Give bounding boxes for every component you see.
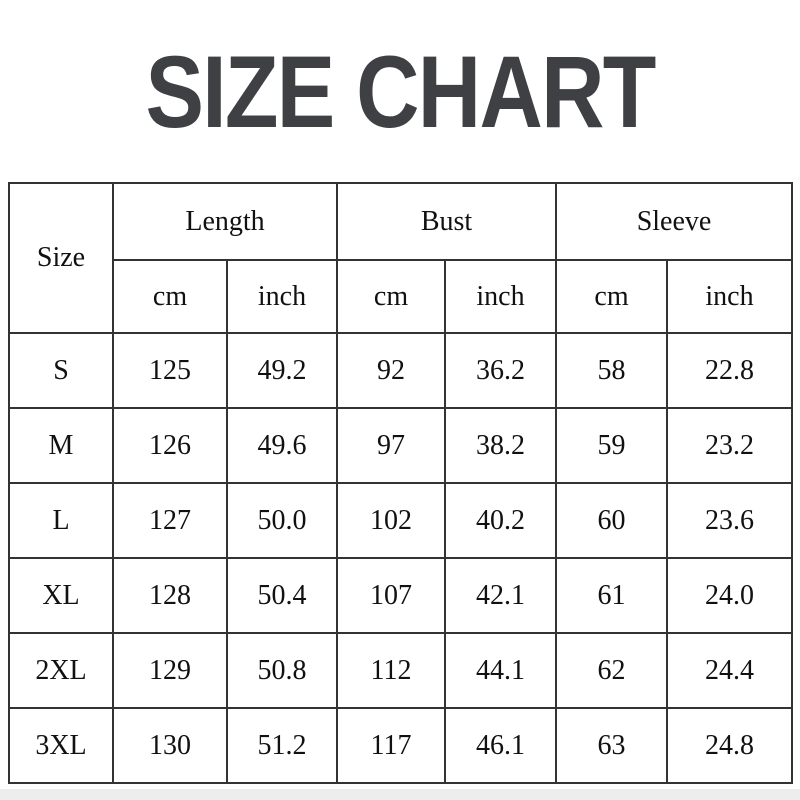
length-cm-cell: 126 (112, 407, 228, 484)
bust-inch-cell: 44.1 (443, 632, 558, 709)
table-row: M 126 49.6 97 38.2 59 23.2 (8, 407, 794, 484)
sleeve-inch-cell: 23.6 (666, 482, 794, 559)
bust-inch-cell: 38.2 (443, 407, 558, 484)
sleeve-cm-cell: 63 (555, 707, 669, 784)
sleeve-cm-cell: 62 (555, 632, 669, 709)
length-cm-cell: 125 (112, 332, 228, 409)
header-group-row: Size Length Bust Sleeve (8, 182, 794, 334)
bust-cm-cell: 117 (336, 707, 446, 784)
unit-header-bust-cm: cm (336, 259, 446, 334)
length-inch-cell: 49.6 (226, 407, 338, 484)
unit-header-length-inch: inch (226, 259, 338, 334)
length-inch-cell: 51.2 (226, 707, 338, 784)
length-inch-cell: 49.2 (226, 332, 338, 409)
size-cell: S (8, 332, 114, 409)
column-header-length: Length (112, 182, 338, 261)
sleeve-inch-cell: 24.8 (666, 707, 794, 784)
table-header: Size Length Bust Sleeve cm inch cm inch … (8, 182, 794, 334)
sleeve-inch-cell: 22.8 (666, 332, 794, 409)
length-cm-cell: 127 (112, 482, 228, 559)
sleeve-inch-cell: 24.4 (666, 632, 794, 709)
bust-cm-cell: 92 (336, 332, 446, 409)
column-header-bust: Bust (335, 182, 558, 261)
length-inch-cell: 50.4 (226, 557, 338, 634)
table-row: L 127 50.0 102 40.2 60 23.6 (8, 482, 794, 559)
sleeve-cm-cell: 59 (555, 407, 669, 484)
unit-header-bust-inch: inch (443, 259, 558, 334)
length-cm-cell: 130 (112, 707, 228, 784)
table-row: 2XL 129 50.8 112 44.1 62 24.4 (8, 632, 794, 709)
size-cell: XL (8, 557, 114, 634)
unit-header-sleeve-cm: cm (555, 259, 669, 334)
unit-header-length-cm: cm (112, 259, 228, 334)
bust-inch-cell: 40.2 (443, 482, 558, 559)
bust-inch-cell: 36.2 (443, 332, 558, 409)
page-title: SIZE CHART (145, 35, 656, 149)
bust-cm-cell: 97 (336, 407, 446, 484)
sleeve-inch-cell: 24.0 (666, 557, 794, 634)
length-inch-cell: 50.0 (226, 482, 338, 559)
length-inch-cell: 50.8 (226, 632, 338, 709)
table-body: S 125 49.2 92 36.2 58 22.8 M 126 49.6 97 38.2 59 23.2… (8, 332, 794, 784)
column-header-size: Size (8, 182, 114, 334)
table-row: S 125 49.2 92 36.2 58 22.8 (8, 332, 794, 409)
unit-header-sleeve-inch: inch (666, 259, 794, 334)
bust-cm-cell: 107 (336, 557, 446, 634)
sleeve-cm-cell: 61 (555, 557, 669, 634)
size-cell: 3XL (8, 707, 114, 784)
size-cell: L (8, 482, 114, 559)
size-cell: M (8, 407, 114, 484)
bust-cm-cell: 102 (336, 482, 446, 559)
size-cell: 2XL (8, 632, 114, 709)
size-table: Size Length Bust Sleeve cm inch cm inch … (8, 182, 794, 784)
bust-inch-cell: 42.1 (443, 557, 558, 634)
bottom-shadow-strip (0, 789, 800, 800)
sleeve-inch-cell: 23.2 (666, 407, 794, 484)
length-cm-cell: 129 (112, 632, 228, 709)
bust-cm-cell: 112 (336, 632, 446, 709)
column-header-sleeve: Sleeve (555, 182, 794, 261)
sleeve-cm-cell: 58 (555, 332, 669, 409)
table-row: 3XL 130 51.2 117 46.1 63 24.8 (8, 707, 794, 784)
bust-inch-cell: 46.1 (443, 707, 558, 784)
length-cm-cell: 128 (112, 557, 228, 634)
table-row: XL 128 50.4 107 42.1 61 24.0 (8, 557, 794, 634)
header-unit-row: cm inch cm inch cm inch (9, 259, 794, 334)
sleeve-cm-cell: 60 (555, 482, 669, 559)
